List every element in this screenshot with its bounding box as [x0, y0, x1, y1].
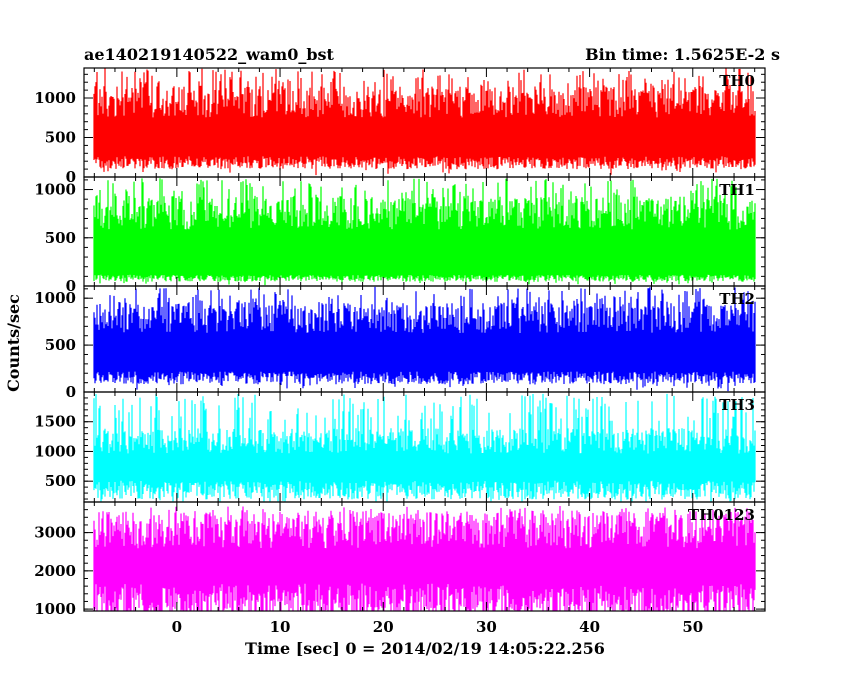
y-tick-label: 1000 [34, 442, 76, 460]
x-tick-label: 50 [682, 618, 703, 636]
x-axis-ticks: 0 10 20 30 40 50 [172, 618, 704, 636]
bin-time-label: Bin time: 1.5625E-2 s [585, 45, 780, 64]
x-tick-label: 0 [172, 618, 182, 636]
x-tick-label: 10 [270, 618, 291, 636]
panels-group: 0 500 1000 TH0 0 500 1000 TH1 0 500 1000 TH2 500 1000… [34, 67, 766, 618]
panel-label-th3: TH3 [719, 396, 755, 414]
panel-label-th0: TH0 [719, 72, 755, 90]
y-axis-label: Counts/sec [4, 294, 23, 392]
y-tick-label: 0 [66, 168, 76, 186]
chart-title: ae140219140522_wam0_bst [84, 45, 335, 64]
y-tick-label: 1000 [34, 89, 76, 107]
panel-th3: 500 1000 1500 TH3 [34, 391, 766, 503]
y-tick-label: 3000 [34, 524, 76, 542]
y-tick-label: 1000 [34, 289, 76, 307]
x-tick-label: 40 [579, 618, 600, 636]
y-tick-label: 1500 [34, 413, 76, 431]
y-tick-label: 0 [66, 277, 76, 295]
panel-label-th0123: TH0123 [688, 506, 755, 524]
panel-th0123: 1000 2000 3000 TH0123 [34, 501, 766, 618]
panel-label-th2: TH2 [719, 290, 755, 308]
y-tick-label: 500 [45, 472, 76, 490]
series-trace-th0123 [93, 506, 756, 611]
y-tick-label: 500 [45, 229, 76, 247]
x-tick-label: 20 [373, 618, 394, 636]
y-tick-label: 500 [45, 336, 76, 354]
y-tick-label: 1000 [34, 600, 76, 618]
panel-th1: 0 500 1000 TH1 [34, 176, 766, 295]
panel-th2: 0 500 1000 TH2 [34, 285, 766, 401]
x-tick-label: 30 [476, 618, 497, 636]
y-tick-label: 0 [66, 383, 76, 401]
y-tick-label: 500 [45, 129, 76, 147]
series-trace-th1 [93, 178, 756, 286]
y-tick-label: 2000 [34, 562, 76, 580]
series-trace-th0 [93, 68, 756, 176]
x-axis-label: Time [sec] 0 = 2014/02/19 14:05:22.256 [245, 639, 605, 658]
y-tick-label: 1000 [34, 181, 76, 199]
series-trace-th3 [93, 393, 756, 502]
series-trace-th2 [93, 286, 756, 392]
panel-th0: 0 500 1000 TH0 [34, 67, 766, 186]
panel-label-th1: TH1 [719, 181, 755, 199]
